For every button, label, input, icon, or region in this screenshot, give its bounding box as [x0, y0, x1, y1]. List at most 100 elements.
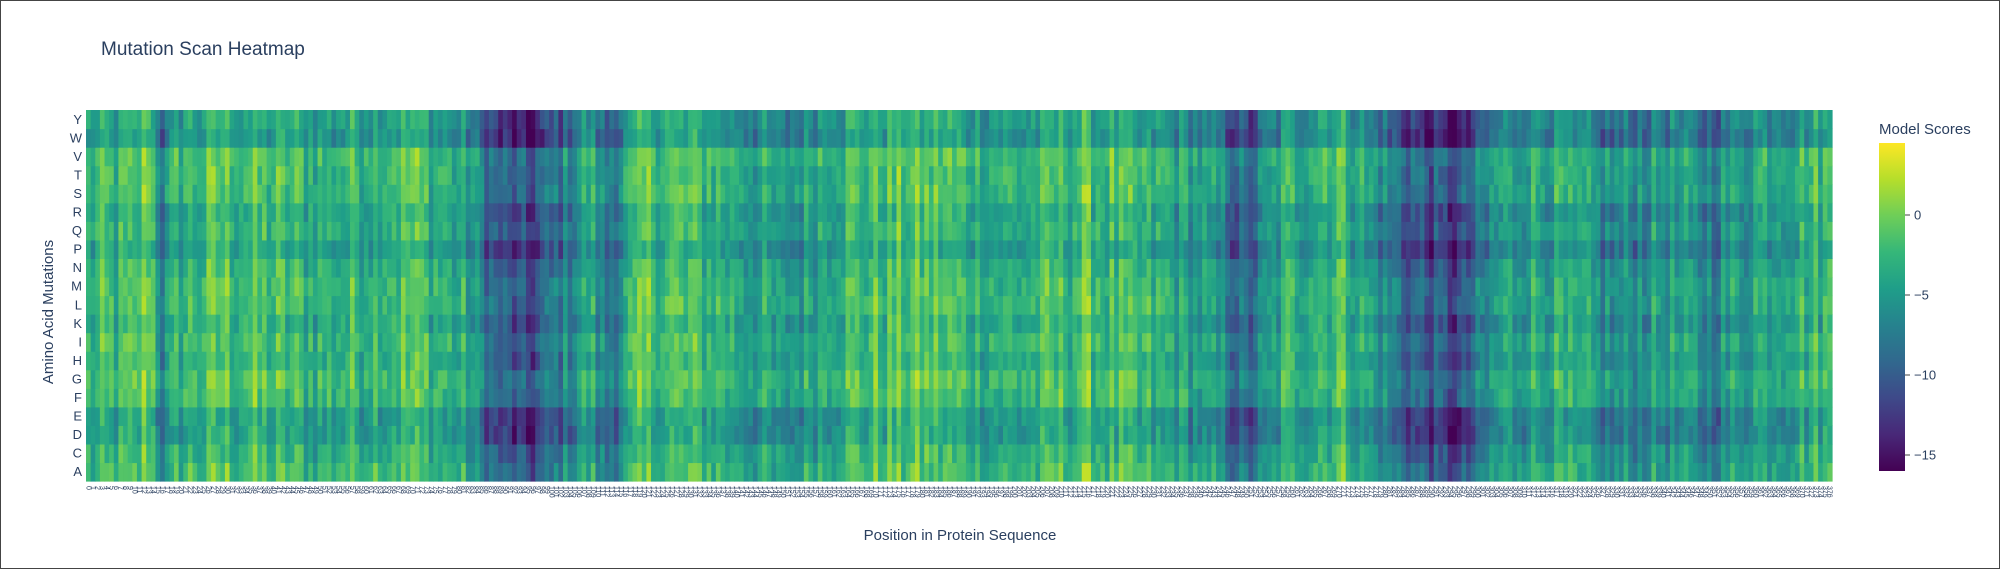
- heatmap-cell: [683, 332, 689, 352]
- heatmap-cell: [1345, 314, 1351, 334]
- heatmap-cell: [1586, 406, 1592, 426]
- heatmap-cell: [984, 443, 990, 464]
- heatmap-cell: [567, 314, 573, 334]
- heatmap-cell: [1095, 369, 1101, 389]
- heatmap-cell: [1674, 388, 1680, 408]
- heatmap-cell: [521, 258, 527, 278]
- heatmap-cell: [322, 221, 328, 241]
- heatmap-cell: [757, 258, 763, 278]
- heatmap-cell: [739, 295, 745, 315]
- heatmap-cell: [1503, 443, 1509, 464]
- heatmap-cell: [211, 462, 217, 482]
- heatmap-cell: [1165, 369, 1171, 389]
- heatmap-cell: [1572, 369, 1578, 389]
- heatmap-cell: [1294, 239, 1300, 259]
- heatmap-cell: [604, 351, 610, 371]
- heatmap-cell: [563, 369, 569, 389]
- heatmap-cell: [632, 425, 638, 445]
- heatmap-cell: [827, 258, 833, 278]
- heatmap-cell: [539, 351, 546, 371]
- heatmap-cell: [873, 276, 879, 297]
- heatmap-cell: [289, 239, 296, 259]
- heatmap-cell: [600, 425, 606, 445]
- heatmap-cell: [1526, 258, 1532, 278]
- heatmap-cell: [845, 425, 851, 445]
- heatmap-cell: [299, 314, 305, 334]
- heatmap-cell: [1137, 369, 1143, 389]
- heatmap-cell: [1169, 351, 1175, 371]
- heatmap-cell: [1753, 462, 1759, 482]
- heatmap-cell: [1730, 239, 1736, 259]
- heatmap-cell: [609, 351, 615, 371]
- heatmap-cell: [1507, 425, 1514, 445]
- heatmap-cell: [303, 351, 309, 371]
- heatmap-cell: [609, 443, 615, 464]
- heatmap-cell: [95, 276, 101, 297]
- heatmap-cell: [285, 221, 291, 241]
- heatmap-cell: [873, 239, 879, 259]
- heatmap-cell: [1554, 462, 1560, 482]
- heatmap-cell: [123, 406, 129, 426]
- heatmap-cell: [660, 332, 666, 352]
- heatmap-cell: [1280, 295, 1287, 315]
- heatmap-cell: [678, 351, 685, 371]
- heatmap-cell: [1373, 239, 1379, 259]
- heatmap-cell: [1053, 314, 1060, 334]
- heatmap-cell: [109, 443, 115, 464]
- heatmap-cell: [854, 276, 861, 297]
- heatmap-cell: [1003, 351, 1009, 371]
- heatmap-cell: [132, 369, 138, 389]
- heatmap-cell: [1109, 314, 1115, 334]
- heatmap-cell: [1781, 388, 1787, 408]
- heatmap-cell: [864, 239, 870, 259]
- heatmap-cell: [1456, 258, 1463, 278]
- heatmap-cell: [299, 406, 305, 426]
- heatmap-cell: [442, 462, 448, 482]
- heatmap-cell: [1415, 406, 1421, 426]
- heatmap-cell: [1053, 443, 1060, 464]
- heatmap-cell: [289, 369, 296, 389]
- heatmap-cell: [410, 276, 416, 297]
- heatmap-cell: [1313, 314, 1319, 334]
- heatmap-cell: [1433, 388, 1439, 408]
- heatmap-cell: [424, 462, 430, 482]
- heatmap-cell: [1313, 425, 1319, 445]
- heatmap-cell: [502, 369, 509, 389]
- heatmap-cell: [197, 295, 203, 315]
- heatmap-cell: [1628, 351, 1634, 371]
- heatmap-cell: [1813, 276, 1819, 297]
- heatmap-cell: [197, 462, 203, 482]
- heatmap-cell: [1253, 369, 1259, 389]
- heatmap-cell: [1211, 276, 1217, 297]
- heatmap-cell: [1818, 351, 1824, 371]
- heatmap-cell: [905, 406, 911, 426]
- heatmap-cell: [340, 258, 346, 278]
- heatmap-cell: [1410, 425, 1416, 445]
- heatmap-cell: [1637, 425, 1643, 445]
- heatmap-cell: [1475, 388, 1481, 408]
- heatmap-cell: [586, 369, 592, 389]
- heatmap-cell: [840, 369, 847, 389]
- heatmap-cell: [734, 406, 740, 426]
- heatmap-cell: [1137, 462, 1143, 482]
- heatmap-cell: [1660, 462, 1666, 482]
- heatmap-cell: [1169, 388, 1175, 408]
- heatmap-cell: [586, 239, 592, 259]
- heatmap-cell: [637, 276, 643, 297]
- heatmap-cell: [127, 443, 133, 464]
- heatmap-cell: [762, 258, 768, 278]
- heatmap-cell: [479, 332, 485, 352]
- heatmap-cell: [456, 406, 462, 426]
- heatmap-cell: [864, 425, 870, 445]
- heatmap-cell: [493, 239, 499, 259]
- heatmap-cell: [1512, 369, 1518, 389]
- heatmap-cell: [1141, 332, 1148, 352]
- heatmap-cell: [1169, 462, 1175, 482]
- heatmap-cell: [794, 443, 800, 464]
- heatmap-cell: [1818, 314, 1824, 334]
- heatmap-cell: [215, 221, 221, 241]
- heatmap-cell: [363, 258, 370, 278]
- heatmap-cell: [743, 369, 749, 389]
- heatmap-cell: [1053, 462, 1060, 482]
- heatmap-cell: [507, 221, 513, 241]
